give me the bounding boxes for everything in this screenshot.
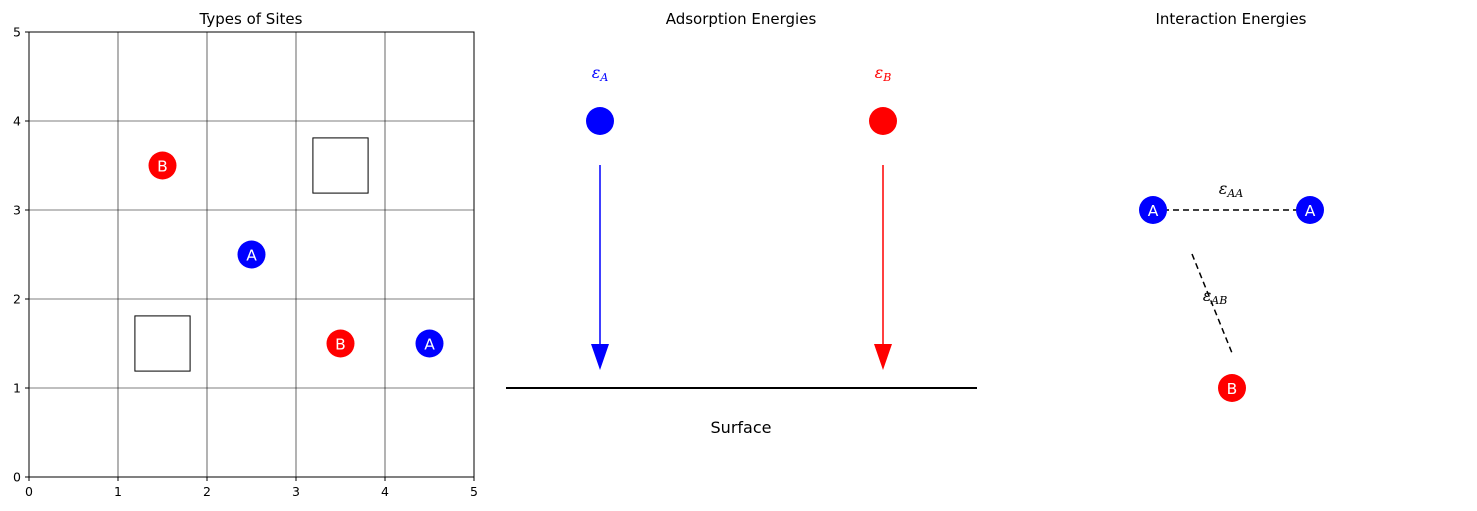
x-tick-label: 1: [114, 484, 122, 499]
adsorption-panel: Adsorption Energies εA εB Surface: [506, 10, 977, 437]
y-tick-label: 2: [13, 292, 21, 307]
interaction-atom-b-label: B: [1227, 380, 1238, 398]
empty-sites: [134, 137, 369, 372]
interaction-atom-b: [1218, 374, 1246, 402]
site-atom-label: A: [424, 336, 435, 354]
site-atom-label: A: [246, 247, 257, 265]
eps-a-label: εA: [592, 63, 609, 84]
x-tick-label: 3: [292, 484, 300, 499]
site-atom-b: [148, 151, 177, 180]
interaction-panel: Interaction Energies εAA εAB A A B: [1139, 10, 1324, 402]
surface-label: Surface: [711, 418, 772, 437]
y-tick-label: 3: [13, 203, 21, 218]
eps-b-label: εB: [875, 63, 892, 84]
y-axis: 0 1 2 3 4 5: [13, 25, 29, 485]
adsorption-arrow-a-head: [591, 344, 609, 370]
sites-axes-frame: [28, 31, 475, 478]
x-tick-label: 0: [25, 484, 33, 499]
x-tick-label: 4: [381, 484, 389, 499]
sites-title: Types of Sites: [199, 10, 303, 28]
empty-site-square: [312, 137, 369, 194]
interaction-atom-a-right-label: A: [1305, 202, 1316, 220]
x-axis: 0 1 2 3 4 5: [25, 477, 478, 499]
sites-panel: Types of Sites 0 1 2 3 4 5 0 1 2 3 4 5 B A B A: [13, 10, 478, 499]
interaction-title: Interaction Energies: [1156, 10, 1307, 28]
eps-aa-label: εAA: [1219, 179, 1244, 200]
ab-bond: [1191, 253, 1233, 354]
x-tick-label: 2: [203, 484, 211, 499]
adsorbate-a: [586, 107, 614, 135]
interaction-atom-a-right: [1296, 196, 1324, 224]
site-atoms: B A B A: [148, 151, 444, 358]
site-atom-b: [326, 329, 355, 358]
x-tick-label: 5: [470, 484, 478, 499]
y-tick-label: 0: [13, 470, 21, 485]
interaction-atom-a-left: [1139, 196, 1167, 224]
eps-ab-label: εAB: [1203, 286, 1228, 307]
y-tick-label: 4: [13, 114, 21, 129]
site-atom-a: [415, 329, 444, 358]
adsorbate-b: [869, 107, 897, 135]
y-tick-label: 1: [13, 381, 21, 396]
site-atom-label: B: [157, 158, 168, 176]
site-atom-a: [237, 240, 266, 269]
site-atom-label: B: [335, 336, 346, 354]
interaction-atom-a-left-label: A: [1148, 202, 1159, 220]
adsorption-arrow-b-head: [874, 344, 892, 370]
site-grid: [29, 32, 474, 477]
adsorption-title: Adsorption Energies: [666, 10, 817, 28]
y-tick-label: 5: [13, 25, 21, 40]
empty-site-square: [134, 315, 191, 372]
